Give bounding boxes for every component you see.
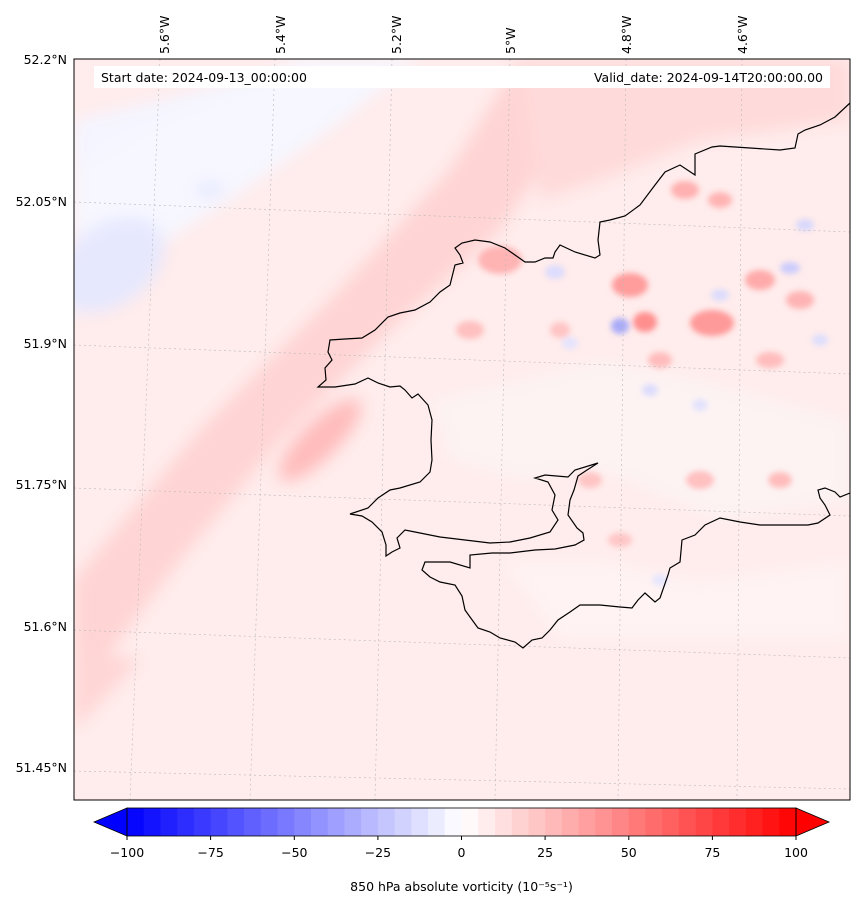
longitude-labels: 5.6°W 5.4°W 5.2°W 5°W 4.8°W 4.6°W <box>157 16 750 55</box>
colorbar-tick-label: −100 <box>110 845 144 860</box>
colorbar-cell <box>244 808 262 836</box>
colorbar-cell <box>628 808 647 836</box>
lon-label-5-6: 5.6°W <box>157 16 172 55</box>
colorbar-cell <box>127 808 145 836</box>
colorbar-cell <box>561 808 580 836</box>
colorbar-cell <box>494 808 513 836</box>
start-date-label: Start date: 2024-09-13_00:00:00 <box>101 70 307 85</box>
colorbar-cell <box>377 808 396 836</box>
colorbar-cell <box>779 808 797 836</box>
colorbar-cell <box>227 808 245 836</box>
colorbar-cell <box>595 808 613 836</box>
colorbar-tick-label: 75 <box>704 845 720 860</box>
colorbar-cell <box>344 808 362 836</box>
colorbar-cell <box>712 808 730 836</box>
colorbar: −100 −75 −50 −25 0 25 50 75 100 850 hPa … <box>92 807 831 894</box>
lon-label-4-6: 4.6°W <box>735 16 750 55</box>
colorbar-tick-label: −50 <box>281 845 307 860</box>
colorbar-cell <box>428 808 446 836</box>
colorbar-tick-label: −25 <box>365 845 391 860</box>
lat-label-52-2: 52.2°N <box>24 52 67 67</box>
lon-label-5: 5°W <box>503 27 518 54</box>
graticule <box>74 59 850 800</box>
colorbar-tick-label: −75 <box>197 845 223 860</box>
lon-label-4-8: 4.8°W <box>619 16 634 55</box>
lat-label-51-6: 51.6°N <box>24 619 67 634</box>
colorbar-cell <box>210 808 228 836</box>
colorbar-extend-low <box>92 807 128 837</box>
colorbar-cell <box>545 808 563 836</box>
map-frame <box>73 58 851 801</box>
colorbar-cell <box>160 808 178 836</box>
coastline <box>316 102 850 649</box>
colorbar-tick-label: 100 <box>784 845 808 860</box>
colorbar-cell <box>294 808 312 836</box>
colorbar-tick-label: 0 <box>458 845 466 860</box>
colorbar-cell <box>260 808 279 836</box>
colorbar-cell <box>411 808 429 836</box>
colorbar-cell <box>612 808 630 836</box>
colorbar-cell <box>762 808 780 836</box>
colorbar-ticks <box>126 836 797 840</box>
colorbar-cell <box>745 808 764 836</box>
colorbar-cell <box>193 808 212 836</box>
colorbar-cell <box>277 808 295 836</box>
colorbar-cell <box>645 808 663 836</box>
colorbar-tick-label: 50 <box>621 845 637 860</box>
lat-label-51-75: 51.75°N <box>16 477 67 492</box>
date-info-strip <box>94 66 830 88</box>
colorbar-cell <box>444 808 463 836</box>
colorbar-extend-high <box>795 807 831 837</box>
valid-date-label: Valid_date: 2024-09-14T20:00:00.00 <box>594 70 823 85</box>
latitude-labels: 52.2°N 52.05°N 51.9°N 51.75°N 51.6°N 51.… <box>16 52 67 775</box>
colorbar-cells <box>127 808 797 836</box>
vorticity-field <box>74 59 850 800</box>
lat-label-51-9: 51.9°N <box>24 336 67 351</box>
colorbar-cell <box>310 808 329 836</box>
lon-label-5-2: 5.2°W <box>389 16 404 55</box>
colorbar-cell <box>678 808 697 836</box>
colorbar-cell <box>327 808 346 836</box>
colorbar-cell <box>729 808 747 836</box>
lat-label-51-45: 51.45°N <box>16 760 67 775</box>
colorbar-cell <box>528 808 546 836</box>
lat-label-52-05: 52.05°N <box>16 194 67 209</box>
colorbar-cell <box>394 808 412 836</box>
colorbar-cell <box>361 808 379 836</box>
colorbar-cell <box>143 808 162 836</box>
colorbar-cell <box>578 808 596 836</box>
colorbar-cell <box>461 808 479 836</box>
colorbar-cell <box>478 808 496 836</box>
lon-label-5-4: 5.4°W <box>273 16 288 55</box>
colorbar-tick-label: 25 <box>537 845 553 860</box>
colorbar-cell <box>662 808 680 836</box>
colorbar-cell <box>695 808 713 836</box>
colorbar-cell <box>177 808 195 836</box>
colorbar-label: 850 hPa absolute vorticity (10⁻⁵s⁻¹) <box>350 879 573 894</box>
colorbar-cell <box>511 808 530 836</box>
